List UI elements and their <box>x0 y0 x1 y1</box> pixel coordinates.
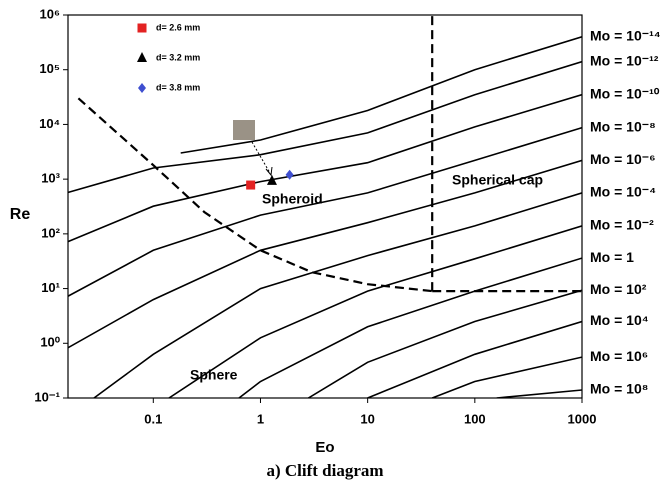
mo-curve <box>168 225 582 398</box>
x-tick-label: 10 <box>360 411 374 426</box>
curve-label: Mo = 10⁻⁶ <box>590 151 656 167</box>
y-tick-label: 10⁵ <box>39 61 60 76</box>
mo-curve <box>68 126 582 298</box>
legend-marker <box>137 23 147 33</box>
curve-label: Mo = 10⁻² <box>590 217 654 233</box>
mo-curve <box>238 257 582 398</box>
data-point <box>285 169 294 180</box>
y-tick-label: 10¹ <box>41 280 60 295</box>
curve-label: Mo = 10⁴ <box>590 312 649 328</box>
legend-label: d= 2.6 mm <box>156 22 200 32</box>
data-point <box>246 180 256 190</box>
y-axis-label: Re <box>10 206 31 223</box>
mo-curve <box>180 36 582 154</box>
curve-label: Mo = 10⁻⁸ <box>590 118 656 134</box>
region-label: Spherical cap <box>452 172 543 188</box>
x-tick-label: 1000 <box>568 411 597 426</box>
region-label: Sphere <box>190 367 238 383</box>
mo-curve <box>431 356 582 398</box>
arrow <box>251 141 271 174</box>
mo-curve <box>68 60 582 194</box>
y-tick-label: 10³ <box>41 171 60 186</box>
mo-curve <box>68 159 582 349</box>
y-tick-label: 10⁻¹ <box>34 389 60 404</box>
mo-curve <box>367 320 582 398</box>
curve-label: Mo = 1 <box>590 249 634 265</box>
x-tick-label: 100 <box>464 411 486 426</box>
mo-curve <box>307 289 582 398</box>
mo-curve <box>496 389 582 398</box>
curve-label: Mo = 10⁶ <box>590 348 648 364</box>
regime-boundary <box>77 97 433 293</box>
arrow-head <box>265 166 273 177</box>
legend-label: d= 3.8 mm <box>156 82 200 92</box>
curve-label: Mo = 10⁻¹⁴ <box>590 27 661 43</box>
legend-marker <box>137 52 147 62</box>
x-axis-label: Eo <box>315 439 334 456</box>
y-tick-label: 10⁶ <box>40 6 60 21</box>
curve-label: Mo = 10⁸ <box>590 381 648 397</box>
region-label: Spheroid <box>262 191 323 207</box>
y-tick-label: 10⁰ <box>40 335 60 350</box>
plot-frame <box>67 14 583 399</box>
curve-label: Mo = 10⁻⁴ <box>590 184 656 200</box>
legend-marker <box>138 83 146 93</box>
plot-area <box>68 15 582 398</box>
mo-curve <box>93 192 582 398</box>
curve-label: Mo = 10² <box>590 281 647 297</box>
y-tick-label: 10² <box>41 225 60 240</box>
data-point <box>266 174 277 185</box>
legend-label: d= 3.2 mm <box>156 52 200 62</box>
x-tick-label: 1 <box>257 411 264 426</box>
x-tick-label: 0.1 <box>144 411 162 426</box>
y-tick-label: 10⁴ <box>39 116 60 131</box>
curve-label: Mo = 10⁻¹² <box>590 52 659 68</box>
caption: a) Clift diagram <box>266 461 383 480</box>
mo-curve <box>68 93 582 243</box>
bubble-image <box>233 120 255 140</box>
curve-label: Mo = 10⁻¹⁰ <box>590 85 660 101</box>
